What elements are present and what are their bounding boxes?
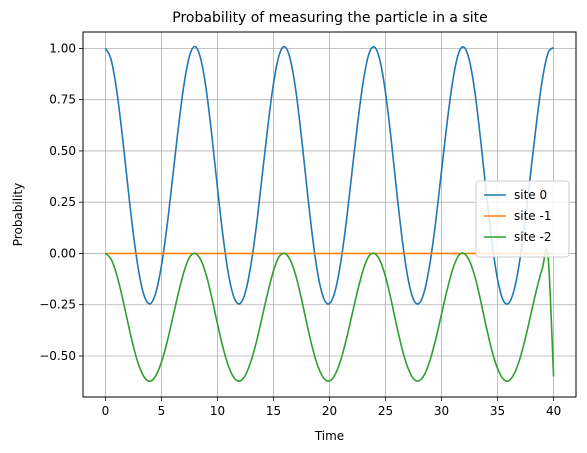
legend-box <box>475 180 570 258</box>
series-line-2 <box>104 248 555 383</box>
x-tick-label: 10 <box>210 404 225 418</box>
x-tick-label: 20 <box>322 404 337 418</box>
y-tick-label: 0.75 <box>49 93 76 107</box>
legend: site 0 site -1 site -2 <box>475 180 570 258</box>
y-tick-label: 0.00 <box>49 246 76 260</box>
axis-ticks: 0 5 10 15 20 25 30 35 40 1.00 0.75 0.50 0.25 0.00 −0.2… <box>39 41 561 418</box>
x-axis-label: Time <box>314 429 344 443</box>
legend-label-2: site -2 <box>514 230 551 244</box>
x-tick-label: 5 <box>158 404 166 418</box>
x-tick-label: 15 <box>266 404 281 418</box>
x-tick-label: 0 <box>102 404 110 418</box>
x-tick-label: 40 <box>546 404 561 418</box>
x-tick-label: 30 <box>434 404 449 418</box>
series-line-0 <box>104 45 555 305</box>
legend-label-0: site 0 <box>514 188 547 202</box>
chart-title: Probability of measuring the particle in… <box>172 10 487 26</box>
x-tick-label: 35 <box>490 404 505 418</box>
y-tick-label: −0.25 <box>39 298 76 312</box>
y-axis-label: Probability <box>11 183 25 246</box>
y-tick-label: 0.50 <box>49 144 76 158</box>
x-tick-label: 25 <box>378 404 393 418</box>
y-tick-label: −0.50 <box>39 349 76 363</box>
y-tick-label: 1.00 <box>49 41 76 55</box>
legend-label-1: site -1 <box>514 209 551 223</box>
y-tick-label: 0.25 <box>49 195 76 209</box>
